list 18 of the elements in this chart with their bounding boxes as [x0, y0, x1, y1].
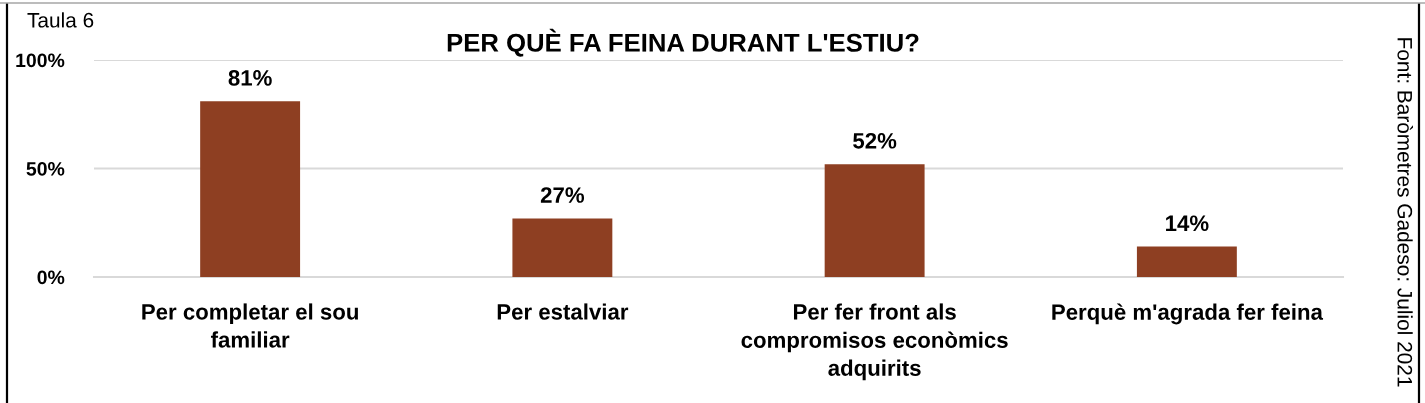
x-tick-label: Per fer front als compromisos econòmics adquirits [741, 303, 1008, 381]
y-tick-label: 0% [37, 270, 65, 285]
chart-title: PER QUÈ FA FEINA DURANT L'ESTIU? [447, 28, 919, 57]
text: Font: Baròmetres Gadeso: Juliol 2021 [1397, 38, 1413, 387]
data-label: 52% [853, 132, 897, 149]
x-tick-label: Perquè m'agrada fer feina [1052, 303, 1324, 325]
y-tick-label: 50% [26, 161, 65, 176]
x-tick-label: Per completar el sou familiar [142, 303, 358, 348]
bar [512, 218, 613, 277]
x-tick-label: Per estalviar [497, 303, 629, 320]
y-tick-label: 100% [16, 53, 65, 68]
bar [824, 164, 925, 277]
bar [1136, 246, 1237, 277]
data-label: 27% [540, 187, 585, 203]
data-label: 81% [228, 69, 272, 86]
data-label: 14% [1166, 215, 1209, 232]
bar [200, 101, 301, 277]
text: Taula 6 [27, 12, 94, 28]
